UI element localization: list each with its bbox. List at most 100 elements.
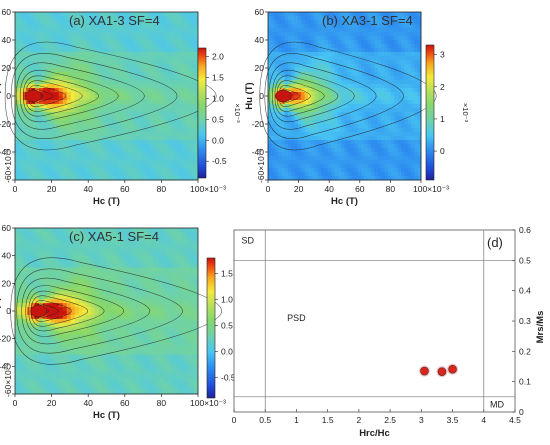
- heatmap-cell: [106, 80, 111, 85]
- heatmap-cell: [50, 318, 56, 324]
- heatmap-cell: [364, 148, 369, 153]
- heatmap-cell: [381, 148, 385, 153]
- heatmap-cell: [54, 295, 60, 300]
- heatmap-cell: [30, 354, 36, 359]
- heatmap-cell: [344, 80, 349, 85]
- heatmap-cell: [94, 156, 99, 161]
- colorbar-multiplier: ×10⁻³: [461, 103, 470, 123]
- heatmap-cell: [54, 32, 60, 37]
- heatmap-cell: [26, 287, 32, 292]
- heatmap-cell: [411, 32, 415, 37]
- heatmap-cell: [401, 32, 405, 37]
- heatmap-cell: [70, 36, 76, 41]
- heatmap-cell: [361, 164, 365, 169]
- heatmap-cell: [291, 92, 296, 97]
- heatmap-cell: [334, 96, 339, 101]
- heatmap-cell: [66, 100, 72, 105]
- heatmap-cell: [30, 378, 36, 383]
- heatmap-cell: [284, 104, 289, 109]
- heatmap-cell: [22, 382, 28, 387]
- heatmap-cell: [142, 136, 147, 141]
- heatmap-cell: [361, 100, 365, 105]
- heatmap-cell: [38, 263, 44, 268]
- heatmap-cell: [291, 128, 296, 133]
- heatmap-cell: [186, 160, 191, 165]
- heatmap-cell: [274, 100, 279, 105]
- heatmap-cell: [54, 334, 60, 340]
- heatmap-cell: [22, 303, 28, 308]
- heatmap-cell: [357, 32, 362, 37]
- heatmap-cell: [154, 168, 159, 173]
- heatmap-cell: [94, 322, 99, 328]
- heatmap-cell: [321, 124, 325, 129]
- heatmap-cell: [182, 84, 187, 89]
- heatmap-cell: [98, 76, 103, 81]
- heatmap-cell: [154, 100, 159, 105]
- heatmap-cell: [58, 307, 64, 312]
- heatmap-cell: [22, 228, 28, 233]
- heatmap-cell: [344, 172, 349, 177]
- heatmap-cell: [30, 235, 36, 241]
- heatmap-cell: [70, 303, 76, 308]
- heatmap-cell: [22, 378, 28, 383]
- heatmap-cell: [70, 112, 76, 117]
- heatmap-cell: [38, 48, 44, 53]
- heatmap-cell: [404, 28, 409, 33]
- heatmap-cell: [377, 72, 382, 77]
- heatmap-cell: [110, 271, 115, 276]
- heatmap-cell: [98, 48, 103, 53]
- heatmap-cell: [404, 100, 409, 105]
- heatmap-cell: [391, 152, 395, 157]
- heatmap-cell: [146, 24, 151, 29]
- heatmap-cell: [397, 28, 402, 33]
- heatmap-cell: [387, 112, 392, 117]
- heatmap-cell: [401, 148, 405, 153]
- heatmap-cell: [142, 12, 147, 17]
- heatmap-cell: [367, 80, 372, 85]
- heatmap-cell: [304, 88, 309, 93]
- heatmap-cell: [62, 48, 68, 53]
- heatmap-cell: [134, 56, 139, 61]
- heatmap-cell: [158, 72, 163, 77]
- heatmap-cell: [86, 247, 91, 253]
- heatmap-cell: [22, 314, 28, 320]
- heatmap-cell: [311, 156, 315, 161]
- heatmap-cell: [357, 52, 362, 57]
- heatmap-cell: [98, 128, 103, 133]
- heatmap-cell: [106, 72, 111, 77]
- heatmap-cell: [337, 88, 342, 93]
- heatmap-cell: [34, 259, 40, 264]
- heatmap-cell: [324, 64, 329, 69]
- heatmap-cell: [374, 56, 379, 61]
- heatmap-cell: [411, 168, 415, 173]
- heatmap-cell: [102, 267, 107, 272]
- heatmap-cell: [162, 160, 167, 165]
- heatmap-cell: [367, 136, 372, 141]
- heatmap-cell: [371, 28, 375, 33]
- heatmap-cell: [334, 160, 339, 165]
- heatmap-cell: [86, 132, 91, 137]
- heatmap-cell: [394, 52, 399, 57]
- heatmap-cell: [130, 68, 135, 73]
- heatmap-cell: [162, 108, 167, 113]
- heatmap-cell: [311, 56, 315, 61]
- heatmap-cell: [54, 136, 60, 141]
- heatmap-cell: [94, 92, 99, 97]
- x-tick-label: 40: [324, 184, 334, 194]
- heatmap-cell: [327, 80, 332, 85]
- heatmap-cell: [170, 60, 175, 65]
- heatmap-cell: [158, 56, 163, 61]
- heatmap-cell: [381, 100, 385, 105]
- heatmap-cell: [304, 148, 309, 153]
- heatmap-cell: [387, 176, 392, 181]
- heatmap-cell: [291, 72, 296, 77]
- heatmap-cell: [371, 72, 375, 77]
- heatmap-cell: [38, 160, 44, 165]
- heatmap-cell: [351, 152, 355, 157]
- heatmap-cell: [401, 160, 405, 165]
- heatmap-cell: [15, 374, 20, 379]
- heatmap-cell: [384, 92, 389, 97]
- heatmap-cell: [22, 160, 28, 165]
- heatmap-cell: [54, 40, 60, 45]
- heatmap-cell: [401, 108, 405, 113]
